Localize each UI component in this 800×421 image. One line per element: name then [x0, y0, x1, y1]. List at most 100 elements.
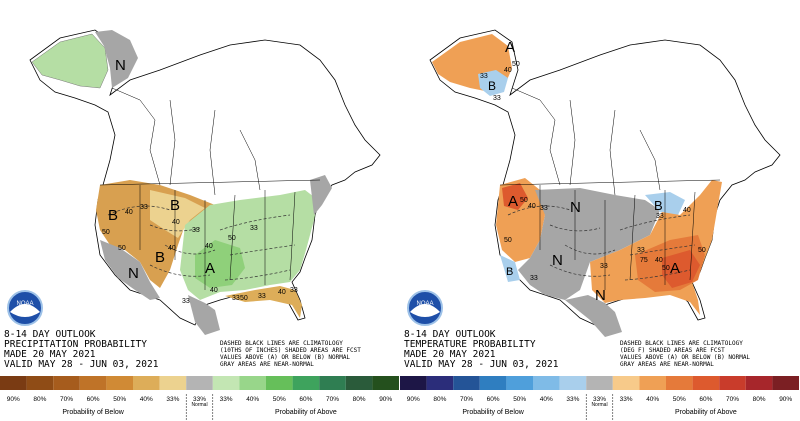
legend-tick-label: 33% — [193, 396, 206, 403]
region-label-below-southwest: B — [506, 266, 513, 278]
precipitation-outlook-panel: N B B B A N 50 40 33 33 40 33 33 40 50 3… — [0, 29, 399, 420]
contour-label: 40 — [655, 257, 663, 264]
texas-normal-area — [188, 295, 220, 335]
contour-label: 50 — [504, 237, 512, 244]
precipitation-note-block: DASHED BLACK LINES ARE CLIMATOLOGY (10TH… — [220, 340, 361, 368]
note-line: VALUES ABOVE (A) OR BELOW (B) NORMAL — [220, 354, 350, 361]
legend-tick-label: 70% — [726, 396, 739, 403]
title-line: TEMPERATURE PROBABILITY — [404, 339, 536, 350]
southwest-normal-area — [100, 240, 160, 300]
temperature-title-block: 8-14 DAY OUTLOOK TEMPERATURE PROBABILITY… — [404, 329, 559, 370]
legend-swatch — [53, 376, 80, 390]
contour-label: 33 — [637, 247, 645, 254]
borders — [499, 87, 721, 290]
legend-tick-label: 40% — [140, 396, 153, 403]
alaska-below-area — [478, 70, 508, 96]
legend-swatch — [159, 376, 187, 390]
region-label-below-alaska: B — [488, 79, 496, 93]
legend-swatch — [292, 376, 320, 390]
legend-swatch — [533, 376, 560, 390]
region-label-normal-texas: N — [595, 287, 606, 304]
legend-tick-label: 60% — [87, 396, 100, 403]
contour-label: 50 — [512, 61, 520, 68]
note-line: GRAY AREAS ARE NEAR-NORMAL — [620, 361, 714, 368]
contour-label: 75 — [640, 257, 648, 264]
legend-normal-title: Normal — [591, 402, 607, 408]
contour-label: 40 — [528, 203, 536, 210]
region-label-normal-southwest: N — [552, 252, 563, 269]
region-label-normal-central: N — [570, 199, 581, 216]
legend-swatch — [212, 376, 240, 390]
legend-tick-label: 40% — [540, 396, 553, 403]
contour-label: 40 — [278, 289, 286, 296]
temperature-legend: 90% 80% 70% 60% 50% 40% 33% 33% 33% 40% 50% 60% 70% 8… — [400, 376, 799, 420]
noaa-logo-text: NOAA — [16, 301, 33, 307]
legend-swatch — [400, 376, 427, 390]
contour-label: 50 — [102, 229, 110, 236]
legend-swatch — [506, 376, 533, 390]
contour-label: 50 — [662, 265, 670, 272]
contour-label: 33 — [192, 227, 200, 234]
contour-label: 40 — [210, 287, 218, 294]
legend-swatch — [0, 376, 27, 390]
contour-label: 33 — [140, 204, 148, 211]
contour-label: 50 — [520, 197, 528, 204]
west-above-50-area — [502, 183, 528, 210]
legend-tick-label: 40% — [646, 396, 659, 403]
legend-tick-label: 50% — [673, 396, 686, 403]
climatology-lines — [507, 205, 696, 281]
note-line: DASHED BLACK LINES ARE CLIMATOLOGY — [620, 340, 743, 347]
contour-label: 40 — [205, 243, 213, 250]
title-line: VALID MAY 28 - JUN 03, 2021 — [404, 359, 559, 370]
region-label-below-rockies: B — [170, 197, 180, 214]
legend-tick-label: 80% — [353, 396, 366, 403]
legend-swatch — [79, 376, 107, 390]
legend-below-title: Probability of Below — [462, 409, 524, 416]
legend-below-title: Probability of Below — [62, 409, 124, 416]
contour-label: 50 — [228, 235, 236, 242]
title-line: 8-14 DAY OUTLOOK — [4, 329, 96, 340]
contour-label: 33 — [540, 205, 548, 212]
precipitation-legend: 90% 80% 70% 60% 50% 40% 33% 33% 33% 40% 50% 60% 70% 8… — [0, 376, 399, 420]
legend-tick-label: 90% — [7, 396, 20, 403]
region-label-below-great-lakes: B — [654, 198, 663, 213]
southeast-above-60-area — [662, 250, 700, 288]
legend-swatch — [426, 376, 454, 390]
legend-tick-label: 60% — [699, 396, 712, 403]
region-label-below-southwest: B — [155, 249, 165, 266]
region-label-normal-southwest: N — [128, 265, 139, 282]
legend-swatch — [612, 376, 640, 390]
contour-label: 50 — [698, 247, 706, 254]
precipitation-map: N B B B A N 50 40 33 33 40 33 33 40 50 3… — [0, 29, 399, 420]
legend-tick-label: 90% — [379, 396, 392, 403]
noaa-logo-text: NOAA — [416, 301, 433, 307]
legend-above-title: Probability of Above — [675, 409, 737, 416]
southwest-below-area — [500, 255, 520, 282]
legend-above-title: Probability of Above — [275, 409, 337, 416]
temperature-outlook-panel: A B B A N B A N N 40 33 50 33 50 40 33 3… — [400, 0, 800, 421]
legend-swatch — [719, 376, 746, 390]
contour-labels: 50 40 33 33 40 33 33 40 50 33 40 33 50 4… — [102, 204, 298, 305]
legend-swatch — [266, 376, 293, 390]
contour-label: 33 — [290, 287, 298, 294]
temperature-note-block: DASHED BLACK LINES ARE CLIMATOLOGY (DEG … — [620, 340, 750, 368]
legend-tick-label: 50% — [113, 396, 126, 403]
contour-label: 50 — [118, 245, 126, 252]
legend-tick-label: 33% — [593, 396, 606, 403]
contour-label: 33 — [480, 73, 488, 80]
west-light-below-area — [150, 190, 205, 238]
legend-swatch — [133, 376, 160, 390]
legend-swatch — [559, 376, 587, 390]
title-line: VALID MAY 28 - JUN 03, 2021 — [4, 359, 159, 370]
texas-normal-area — [565, 295, 622, 337]
northeast-normal-area — [310, 175, 332, 215]
contour-label: 50 — [240, 295, 248, 302]
legend-tick-label: 70% — [460, 396, 473, 403]
legend-tick-label: 33% — [220, 396, 233, 403]
legend-tick-label: 50% — [513, 396, 526, 403]
legend-swatch — [372, 376, 399, 390]
contour-label: 33 — [250, 225, 258, 232]
title-line: MADE 20 MAY 2021 — [404, 349, 496, 360]
region-label-above-alaska: A — [505, 39, 515, 56]
legend-tick-label: 80% — [753, 396, 766, 403]
